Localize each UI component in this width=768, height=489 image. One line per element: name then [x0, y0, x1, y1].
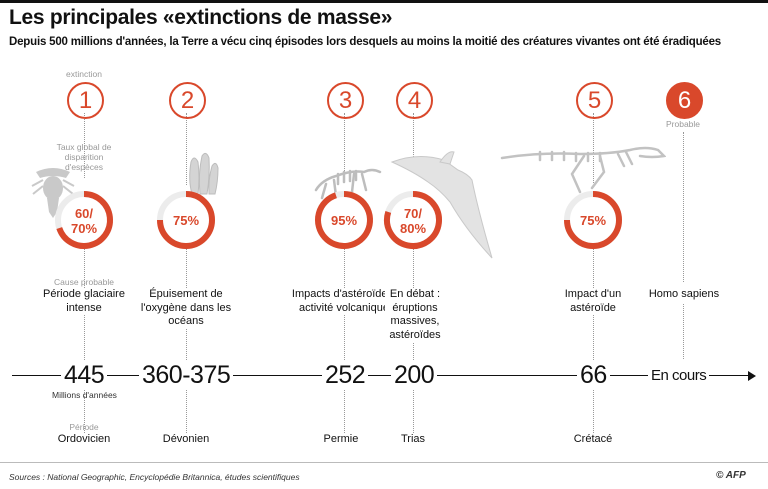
- guide-line-2c: [186, 390, 187, 435]
- extinction-number-4: 4: [396, 82, 433, 119]
- rate-label: Taux global de disparition d'espèces: [56, 142, 112, 172]
- pterosaur-icon: [390, 151, 493, 259]
- rate-ring-1: [55, 191, 113, 249]
- cause-5: Impact d'un astéroïde: [546, 288, 640, 315]
- extinction-number-3: 3: [327, 82, 364, 119]
- rate-value-5: 75%: [579, 213, 607, 228]
- rate-value-4-line1: 70/: [403, 206, 423, 221]
- period-label: Période: [69, 422, 99, 432]
- probable-label: Probable: [665, 119, 701, 129]
- year-4: 200: [391, 361, 438, 390]
- top-rule: [0, 0, 768, 3]
- ring-arc: [157, 191, 215, 249]
- dinosaur-skeleton-icon: [500, 146, 666, 194]
- rate-ring-5: [564, 191, 622, 249]
- period-5: Crétacé: [538, 433, 648, 445]
- page-subtitle: Depuis 500 millions d'années, la Terre a…: [9, 36, 722, 48]
- guide-line-4c: [413, 390, 414, 435]
- guide-line-5c: [593, 390, 594, 435]
- cause-1: Période glaciaire intense: [29, 288, 139, 315]
- ring-arc: [315, 191, 373, 249]
- rate-value-4: 70/ 80%: [382, 206, 444, 236]
- footer-rule: [0, 462, 768, 463]
- rate-value-1-line1: 60/: [74, 206, 94, 221]
- year-6: En cours: [648, 367, 710, 384]
- rate-value-2: 75%: [172, 213, 200, 228]
- guide-line-1c: [84, 390, 85, 435]
- ring-arc: [384, 191, 442, 249]
- reptile-skeleton-icon: [314, 168, 382, 200]
- cause-2: Épuisement de l'oxygène dans les océans: [131, 288, 241, 329]
- guide-line-3c: [344, 390, 345, 435]
- guide-line-6b: [683, 304, 684, 359]
- extinction-number-5: 5: [576, 82, 613, 119]
- year-3: 252: [322, 361, 369, 390]
- extinction-label: extinction: [66, 69, 102, 79]
- cause-3: Impacts d'astéroïdes, activité volcaniqu…: [289, 288, 399, 315]
- unit-label: Millions d'années: [52, 390, 117, 400]
- rate-ring-2: [157, 191, 215, 249]
- rate-value-3: 95%: [330, 213, 358, 228]
- rate-value-4-line2: 80%: [399, 221, 427, 236]
- guide-line-4a: [413, 113, 414, 173]
- year-5: 66: [577, 361, 610, 390]
- guide-line-1a: [84, 113, 85, 178]
- rate-ring-4: [384, 191, 442, 249]
- page-title: Les principales «extinctions de masse»: [9, 6, 393, 29]
- guide-line-5a: [593, 113, 594, 183]
- period-4: Trias: [358, 433, 468, 445]
- period-2: Dévonien: [131, 433, 241, 445]
- guide-line-3a: [344, 113, 345, 173]
- cause-label: Cause probable: [53, 277, 114, 287]
- sources-note: Sources : National Geographic, Encyclopé…: [9, 472, 300, 482]
- extinction-number-1: 1: [67, 82, 104, 119]
- trilobite-icon: [31, 168, 75, 218]
- cause-4: En débat : éruptions massives, astéroïde…: [385, 288, 445, 342]
- year-2: 360-375: [139, 361, 234, 390]
- ring-arc: [56, 191, 113, 249]
- timeline-arrow-icon: [748, 371, 756, 381]
- extinction-number-6: 6: [666, 82, 703, 119]
- guide-line-2a: [186, 113, 187, 185]
- timeline-axis: [12, 375, 754, 376]
- extinction-number-2: 2: [169, 82, 206, 119]
- guide-line-6a: [683, 132, 684, 282]
- afp-logo: © AFP: [716, 470, 746, 481]
- rate-value-1-line2: 70%: [70, 221, 98, 236]
- sea-lily-icon: [189, 152, 219, 195]
- cause-6: Homo sapiens: [638, 288, 730, 302]
- rate-value-1: 60/ 70%: [53, 206, 115, 236]
- rate-ring-3: [315, 191, 373, 249]
- ring-arc: [564, 191, 622, 249]
- year-1: 445: [61, 361, 108, 390]
- period-1: Ordovicien: [29, 433, 139, 445]
